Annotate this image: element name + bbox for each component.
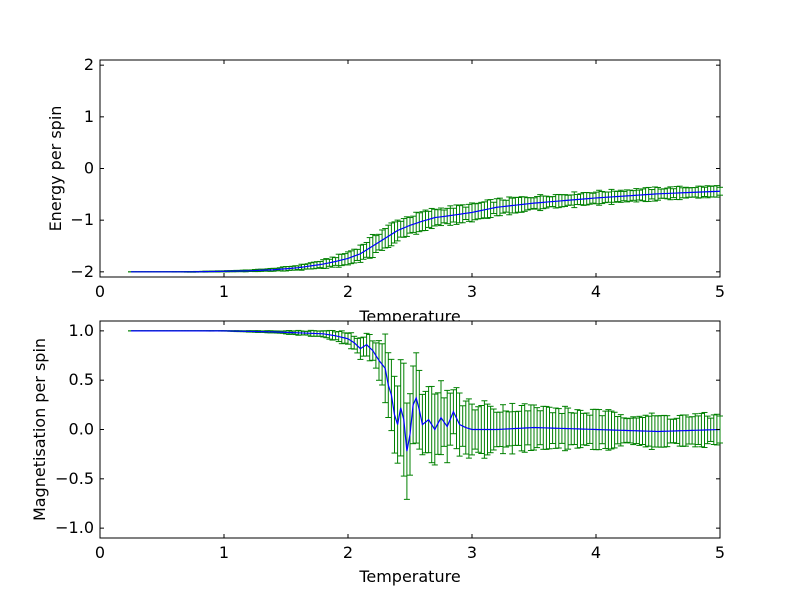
series-line xyxy=(131,190,721,273)
energy-x-ticks: 0 1 2 3 4 5 xyxy=(95,60,725,301)
x-tick-label: 2 xyxy=(343,282,353,301)
energy-plot-frame xyxy=(99,59,721,278)
energy-y-ticks: −2 −1 0 1 2 xyxy=(70,55,720,281)
x-tick-label: 3 xyxy=(467,543,477,562)
energy-y-axis-label: Energy per spin xyxy=(46,106,65,232)
x-tick-label: 5 xyxy=(715,543,725,562)
magnetisation-chart: 0 1 2 3 4 5 1.0 0.5 0.0 −0.5 −1.0 Temperature Mag… xyxy=(30,320,725,586)
y-tick-label: 0.5 xyxy=(69,370,94,389)
y-tick-label: 0.0 xyxy=(69,420,94,439)
magnetisation-x-ticks: 0 1 2 3 4 5 xyxy=(95,321,725,562)
x-tick-label: 5 xyxy=(715,282,725,301)
magnetisation-y-axis-label: Magnetisation per spin xyxy=(30,338,49,521)
series-line xyxy=(131,330,721,452)
y-tick-label: 0 xyxy=(84,159,94,178)
x-tick-label: 0 xyxy=(95,543,105,562)
x-tick-label: 4 xyxy=(591,543,601,562)
y-tick-label: −0.5 xyxy=(55,469,94,488)
energy-marks xyxy=(128,185,723,273)
x-tick-label: 0 xyxy=(95,282,105,301)
y-tick-label: −1.0 xyxy=(55,518,94,537)
x-tick-label: 1 xyxy=(219,543,229,562)
y-tick-label: 2 xyxy=(84,55,94,74)
x-tick-label: 4 xyxy=(591,282,601,301)
x-tick-label: 1 xyxy=(219,282,229,301)
magnetisation-marks xyxy=(128,329,723,500)
magnetisation-x-axis-label: Temperature xyxy=(358,567,460,586)
y-tick-label: 1.0 xyxy=(69,321,94,340)
y-tick-label: −1 xyxy=(70,210,94,229)
y-tick-label: 1 xyxy=(84,107,94,126)
y-tick-label: −2 xyxy=(70,262,94,281)
magnetisation-y-ticks: 1.0 0.5 0.0 −0.5 −1.0 xyxy=(55,321,720,537)
x-tick-label: 3 xyxy=(467,282,477,301)
x-tick-label: 2 xyxy=(343,543,353,562)
